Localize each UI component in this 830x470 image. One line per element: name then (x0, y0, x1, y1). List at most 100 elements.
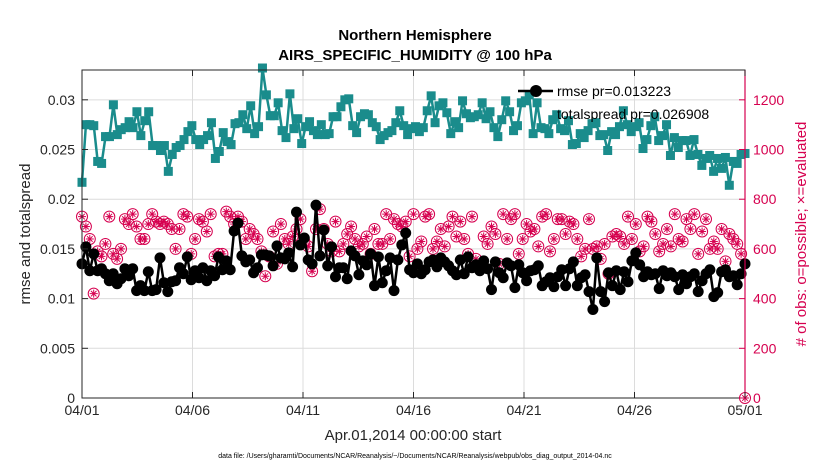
totalspread-point (332, 112, 342, 122)
obs-possible-point (700, 213, 712, 226)
obs-evaluated-point (129, 210, 136, 218)
obs-evaluated-point (110, 250, 117, 258)
rmse-point (330, 271, 341, 283)
totalspread-point (622, 120, 632, 130)
totalspread-point (450, 117, 460, 127)
obs-marker (368, 223, 381, 236)
totalspread-point (716, 163, 726, 173)
totalspread-point (540, 124, 550, 134)
obs-evaluated-point (679, 238, 686, 245)
obs-evaluated-point (149, 210, 156, 218)
obs-evaluated-point (363, 233, 370, 240)
obs-evaluated-point (422, 213, 429, 220)
totalspread-point (438, 98, 448, 108)
obs-evaluated-point (386, 235, 394, 243)
rmse-point (162, 286, 174, 298)
obs-evaluated-point (546, 248, 554, 255)
obs-possible-point (138, 232, 151, 245)
obs-marker (399, 215, 412, 228)
obs-marker (345, 220, 358, 233)
y-tick-label: 0.01 (48, 291, 75, 307)
totalspread-point (505, 107, 515, 117)
rmse-point (462, 251, 474, 263)
y-axis-left: 0 0.005 0.01 0.015 0.02 0.025 0.03 (40, 92, 88, 406)
obs-evaluated-point (207, 210, 214, 218)
totalspread-point (242, 124, 252, 134)
obs-evaluated-point (632, 220, 639, 228)
obs-possible-point (438, 240, 451, 253)
obs-possible-point (169, 242, 182, 255)
obs-marker (458, 232, 471, 245)
obs-possible-point (688, 208, 701, 221)
totalspread-point (206, 118, 216, 128)
obs-marker (415, 235, 428, 248)
obs-marker (692, 247, 705, 260)
totalspread-point (159, 141, 169, 151)
obs-evaluated-point (562, 230, 569, 238)
obs-marker (715, 223, 728, 236)
rmse-point (560, 280, 572, 292)
rmse-point (712, 287, 724, 299)
obs-evaluated-point (383, 210, 390, 218)
x-tick-label: 04/21 (506, 402, 541, 418)
obs-marker (87, 287, 100, 300)
obs-evaluated-point (659, 240, 667, 248)
obs-evaluated-point (519, 235, 526, 243)
obs-marker (442, 220, 455, 233)
totalspread-point (195, 140, 205, 150)
obs-marker (329, 215, 342, 228)
rmse-point (532, 260, 544, 272)
totalspread-point (348, 121, 358, 131)
rmse-point (497, 272, 509, 284)
obs-possible-point (528, 223, 541, 236)
y-tick-label: 0.005 (40, 340, 75, 356)
totalspread-point (108, 100, 118, 110)
rmse-point (216, 264, 228, 276)
obs-marker (126, 208, 139, 221)
rmse-point (326, 241, 338, 253)
obs-possible-point (286, 230, 299, 243)
obs-possible-point (516, 232, 529, 245)
rmse-point (310, 199, 322, 211)
totalspread-point (650, 112, 660, 122)
rmse-point (735, 268, 747, 280)
obs-marker (360, 230, 373, 243)
totalspread-point (501, 96, 511, 106)
totalspread-point (697, 160, 707, 170)
obs-possible-point (668, 208, 681, 221)
rmse-point (489, 256, 501, 268)
obs-possible-point (583, 213, 595, 226)
obs-evaluated-point (691, 210, 698, 218)
totalspread-point (301, 122, 311, 132)
totalspread-point (705, 150, 715, 160)
totalspread-point (128, 123, 138, 133)
x-axis-label: Apr.01,2014 00:00:00 start (325, 427, 503, 444)
obs-evaluated-point (250, 230, 257, 238)
totalspread-point (214, 147, 224, 157)
obs-possible-point (567, 218, 580, 231)
obs-marker (430, 235, 443, 248)
obs-evaluated-point (355, 243, 363, 250)
obs-evaluated-point (620, 240, 628, 248)
obs-evaluated-point (570, 220, 577, 228)
rmse-point (80, 241, 92, 253)
obs-marker (376, 237, 389, 250)
obs-possible-point (177, 208, 190, 221)
y-tick-label: 0.015 (40, 241, 75, 257)
rmse-point (688, 268, 700, 280)
obs-evaluated-point (117, 245, 125, 253)
totalspread-point (544, 129, 554, 139)
obs-possible-point (532, 240, 545, 253)
obs-possible-point (625, 232, 638, 245)
totalspread-point (658, 131, 668, 141)
obs-possible-point (79, 220, 92, 233)
obs-evaluated-point (90, 290, 97, 297)
obs-marker (157, 215, 170, 228)
y2-tick-label: 1200 (753, 92, 784, 108)
obs-marker (508, 208, 521, 221)
obs-marker (547, 232, 560, 245)
obs-evaluated-point (457, 218, 464, 225)
y-axis-label: rmse and totalspread (17, 164, 34, 305)
obs-possible-point (477, 230, 490, 243)
obs-possible-point (251, 232, 264, 245)
